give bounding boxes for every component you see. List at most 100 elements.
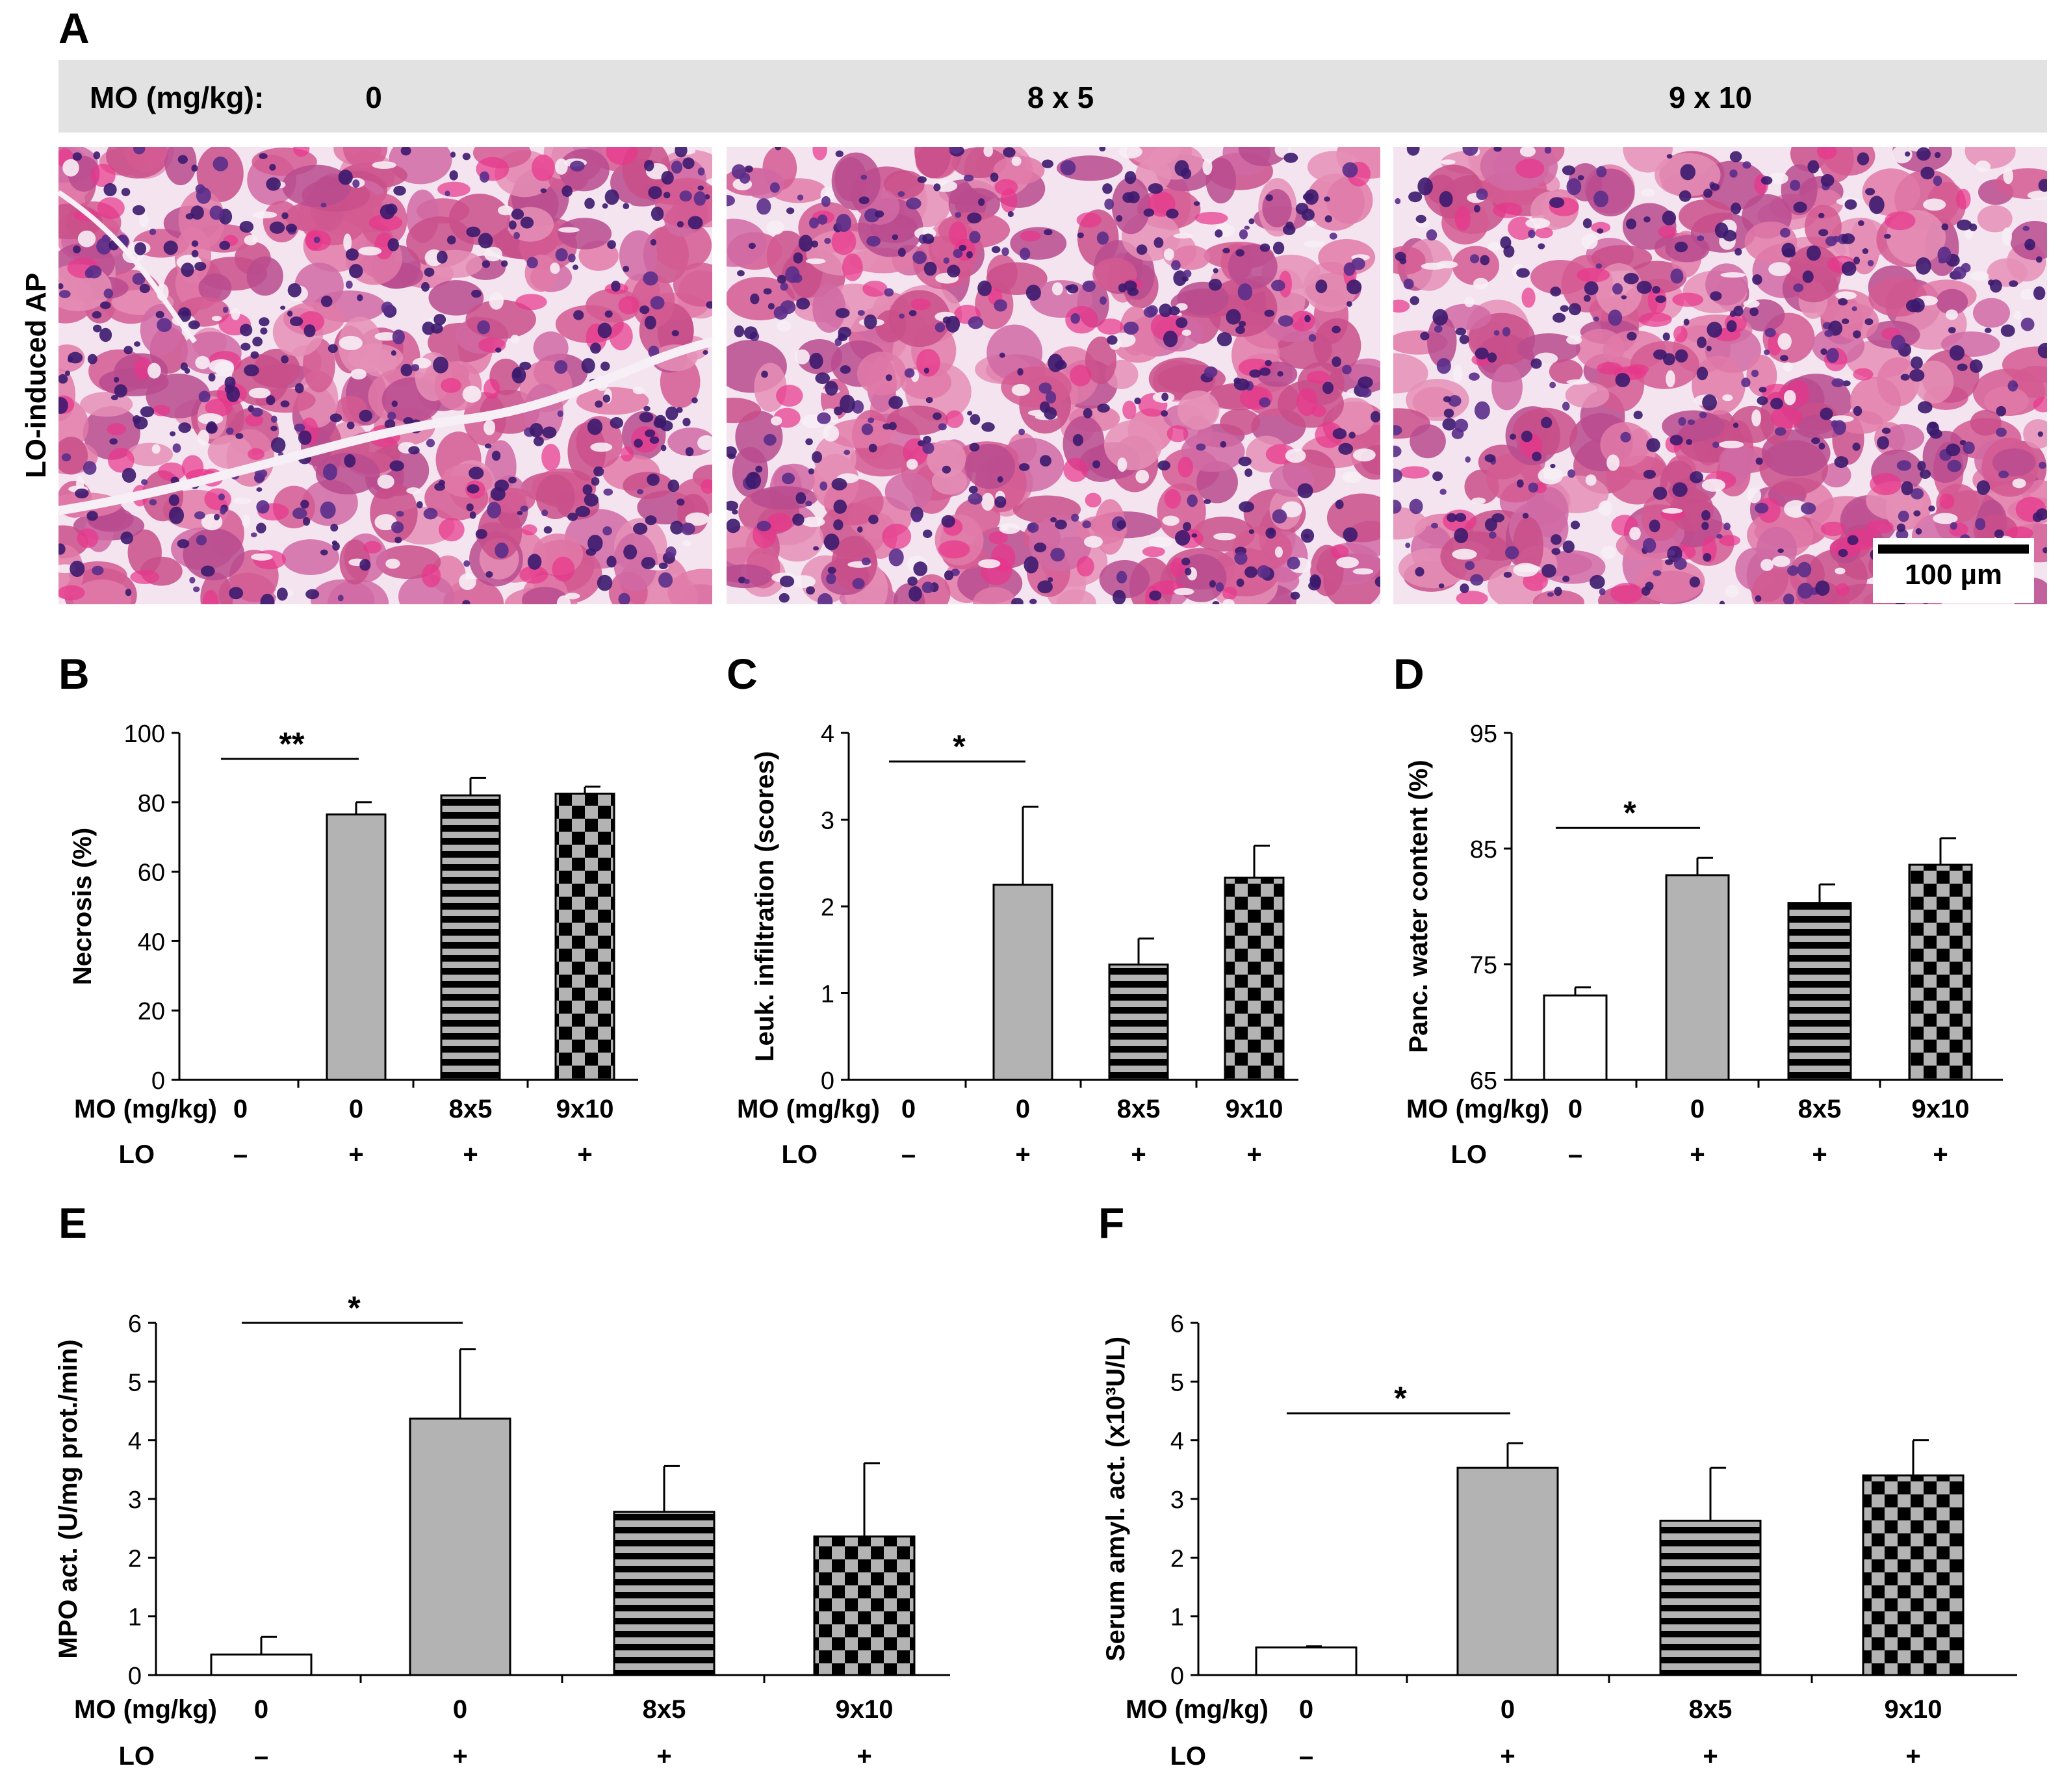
y-tick-label: 3 [821, 808, 834, 835]
y-tick-label: 95 [1470, 721, 1497, 748]
y-tick-label: 1 [1170, 1604, 1184, 1632]
dose-value: 9x10 [1885, 1695, 1942, 1724]
lo-value: + [452, 1742, 467, 1771]
y-tick-label: 5 [1170, 1369, 1184, 1396]
dose-value: 0 [1690, 1095, 1705, 1123]
lo-value: – [1568, 1140, 1582, 1169]
y-tick-label: 20 [138, 998, 165, 1025]
scale-bar-label: 100 µm [1904, 559, 2003, 591]
scale-bar-overlay: 100 µm [1873, 538, 2034, 603]
lo-value: + [1703, 1742, 1718, 1771]
lo-value: + [1905, 1742, 1920, 1771]
bar-8x5-lo [1787, 902, 1852, 1081]
dose-header-9x10: 9 x 10 [1669, 81, 1752, 114]
significance-marker: * [348, 1290, 361, 1326]
panel-label-a: A [58, 4, 90, 52]
y-tick-label: 1 [821, 981, 834, 1008]
significance-marker: * [953, 728, 966, 765]
bar-9x10-lo [1908, 864, 1973, 1081]
histology-image-9x10 [1393, 147, 2047, 604]
lo-value: + [1933, 1140, 1948, 1169]
dose-row-label: MO (mg/kg) [737, 1095, 880, 1123]
y-tick-label: 4 [128, 1428, 142, 1455]
chart-mpo-activity: 0 1 2 3 4 5 6 MPO act. (U/mg prot./min) * MO (mg/… [54, 1290, 950, 1771]
bar-0-lo [1456, 1466, 1559, 1676]
panel-label-e: E [58, 1199, 87, 1247]
bar-0-lo [1665, 874, 1730, 1081]
bar-8x5-lo [1659, 1519, 1762, 1676]
chart-leukocyte-infiltration: 0 1 2 3 4 Leuk. infiltration (scores) * MO (mg/… [737, 721, 1298, 1169]
y-axis-label: Necrosis (%) [68, 828, 97, 985]
y-tick-label: 60 [138, 860, 165, 887]
lo-value: + [1500, 1742, 1515, 1771]
y-tick-label: 3 [128, 1487, 142, 1514]
bar-0-lo [992, 884, 1053, 1081]
y-axis-label: Leuk. infiltration (scores) [751, 751, 779, 1062]
y-tick-label: 65 [1470, 1068, 1497, 1095]
chart-pancreatic-water-content: 65 75 85 95 Panc. water content (%) * MO (mg/k… [1404, 721, 2003, 1169]
lo-value: – [901, 1140, 916, 1169]
y-tick-label: 80 [138, 790, 165, 817]
dose-row-label: MO (mg/kg) [74, 1695, 217, 1724]
y-tick-label: 0 [151, 1068, 165, 1095]
lo-row-label: LO [1170, 1742, 1206, 1771]
panel-label-d: D [1393, 650, 1424, 698]
dose-value: 9x10 [836, 1695, 894, 1724]
dose-row-label: MO (mg/kg) [1406, 1095, 1549, 1123]
lo-value: + [348, 1140, 363, 1169]
lo-value: + [1246, 1140, 1261, 1169]
lo-row-label: LO [781, 1140, 818, 1169]
histology-image-0 [58, 147, 712, 604]
bar-8x5-lo [613, 1511, 715, 1676]
histology-image-8x5 [727, 147, 1380, 604]
y-axis-label: Panc. water content (%) [1404, 760, 1433, 1053]
chart-necrosis: 0 20 40 60 80 100 Necrosis (%) ** MO (mg/kg) LO 0 –… [68, 721, 638, 1169]
y-tick-label: 1 [128, 1604, 142, 1632]
dose-value: 0 [1568, 1095, 1582, 1123]
y-axis-label: MPO act. (U/mg prot./min) [54, 1339, 83, 1658]
y-tick-label: 3 [1170, 1487, 1184, 1514]
dose-value: 0 [1016, 1095, 1030, 1123]
significance-marker: * [1623, 795, 1636, 831]
lo-value: + [857, 1742, 871, 1771]
lo-value: + [577, 1140, 592, 1169]
y-tick-label: 4 [821, 721, 834, 748]
dose-row-label: MO (mg/kg) [74, 1095, 217, 1123]
bar-0-lo [326, 813, 387, 1081]
lo-value: – [233, 1140, 248, 1169]
dose-value: 8x5 [1689, 1695, 1733, 1724]
dose-value: 0 [254, 1695, 268, 1724]
lo-value: + [1812, 1140, 1827, 1169]
bar-0-control [1255, 1646, 1358, 1676]
panel-label-b: B [58, 650, 90, 698]
dose-value: 9x10 [1226, 1095, 1283, 1123]
y-tick-label: 4 [1170, 1428, 1184, 1455]
bar-9x10-lo [1862, 1474, 1965, 1676]
lo-row-label: LO [118, 1742, 155, 1771]
chart-serum-amylase-activity: 0 1 2 3 4 5 6 Serum amyl. act. (x10³U/L) * MO (mg… [1102, 1311, 2017, 1771]
y-tick-label: 40 [138, 928, 165, 956]
row-label-lo-induced-ap: LO-induced AP [20, 273, 52, 478]
dose-value: 8x5 [449, 1095, 493, 1123]
panel-label-f: F [1098, 1199, 1124, 1247]
lo-value: – [254, 1742, 268, 1771]
dose-value: 9x10 [1912, 1095, 1970, 1123]
y-tick-label: 2 [128, 1545, 142, 1572]
scale-bar-line [1878, 544, 2029, 554]
lo-value: + [1690, 1140, 1705, 1169]
y-tick-label: 85 [1470, 836, 1497, 864]
lo-value: + [1131, 1140, 1146, 1169]
dose-value: 8x5 [1117, 1095, 1161, 1123]
lo-value: + [1015, 1140, 1030, 1169]
y-tick-label: 6 [1170, 1311, 1184, 1338]
y-axis-label: Serum amyl. act. (x10³U/L) [1102, 1337, 1130, 1661]
y-tick-label: 2 [1170, 1545, 1184, 1572]
dose-value: 0 [1299, 1695, 1313, 1724]
y-tick-label: 5 [128, 1369, 142, 1396]
bar-9x10-lo [813, 1535, 916, 1676]
bar-9x10-lo [554, 792, 615, 1081]
significance-marker: ** [279, 726, 305, 762]
lo-row-label: LO [1450, 1140, 1487, 1169]
lo-value: – [1299, 1742, 1313, 1771]
